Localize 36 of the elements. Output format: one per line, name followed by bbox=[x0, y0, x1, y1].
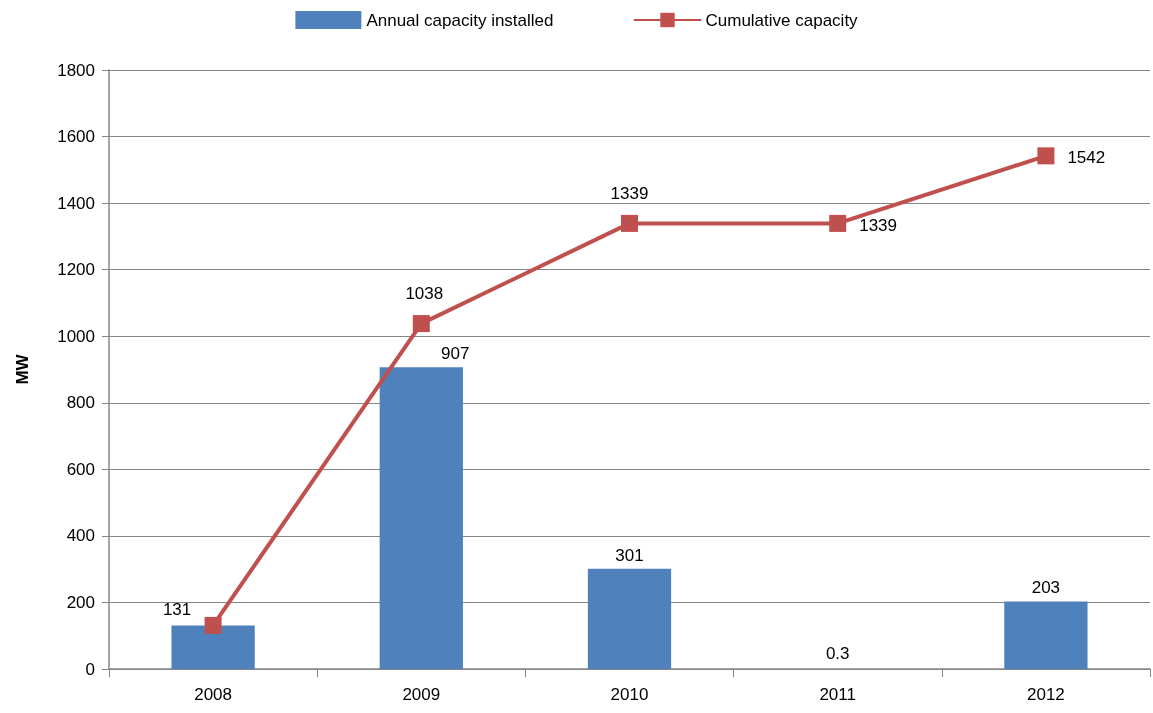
x-tick-label: 2011 bbox=[819, 685, 856, 704]
y-tick-label: 600 bbox=[66, 459, 95, 479]
y-tick-label: 200 bbox=[66, 592, 95, 612]
bar bbox=[379, 367, 463, 669]
data-label: 301 bbox=[615, 545, 644, 565]
data-label: 1339 bbox=[859, 215, 898, 235]
y-tick-label: 1200 bbox=[57, 260, 95, 280]
y-tick-label: 0 bbox=[85, 659, 95, 679]
x-tick-label: 2008 bbox=[194, 685, 233, 704]
y-tick-label: 1800 bbox=[57, 60, 95, 80]
point bbox=[412, 315, 430, 333]
data-label: 1542 bbox=[1067, 148, 1106, 168]
legend-label: Annual capacity installed bbox=[366, 10, 554, 30]
data-label: 131 bbox=[162, 600, 192, 620]
y-tick-label: 400 bbox=[66, 526, 95, 546]
point bbox=[1037, 147, 1055, 165]
data-label: 1038 bbox=[405, 284, 444, 304]
data-label: 1339 bbox=[610, 183, 649, 203]
y-tick-label: 1600 bbox=[57, 127, 95, 147]
point bbox=[621, 214, 638, 232]
x-tick-label: 2010 bbox=[610, 685, 649, 704]
y-axis-title: MW bbox=[13, 353, 32, 385]
y-tick-label: 1000 bbox=[57, 326, 95, 346]
point bbox=[204, 616, 222, 634]
bar bbox=[587, 568, 672, 669]
data-label: 0.3 bbox=[825, 643, 850, 663]
data-label: 203 bbox=[1031, 578, 1061, 598]
x-tick-label: 2009 bbox=[402, 685, 441, 704]
point bbox=[829, 214, 847, 232]
legend-label: Cumulative capacity bbox=[705, 10, 859, 30]
data-label: 907 bbox=[441, 344, 470, 364]
bar bbox=[1004, 601, 1088, 669]
x-tick-label: 2012 bbox=[1026, 685, 1065, 704]
y-tick-label: 1400 bbox=[57, 193, 95, 213]
y-tick-label: 800 bbox=[66, 393, 95, 413]
bar bbox=[171, 625, 255, 669]
